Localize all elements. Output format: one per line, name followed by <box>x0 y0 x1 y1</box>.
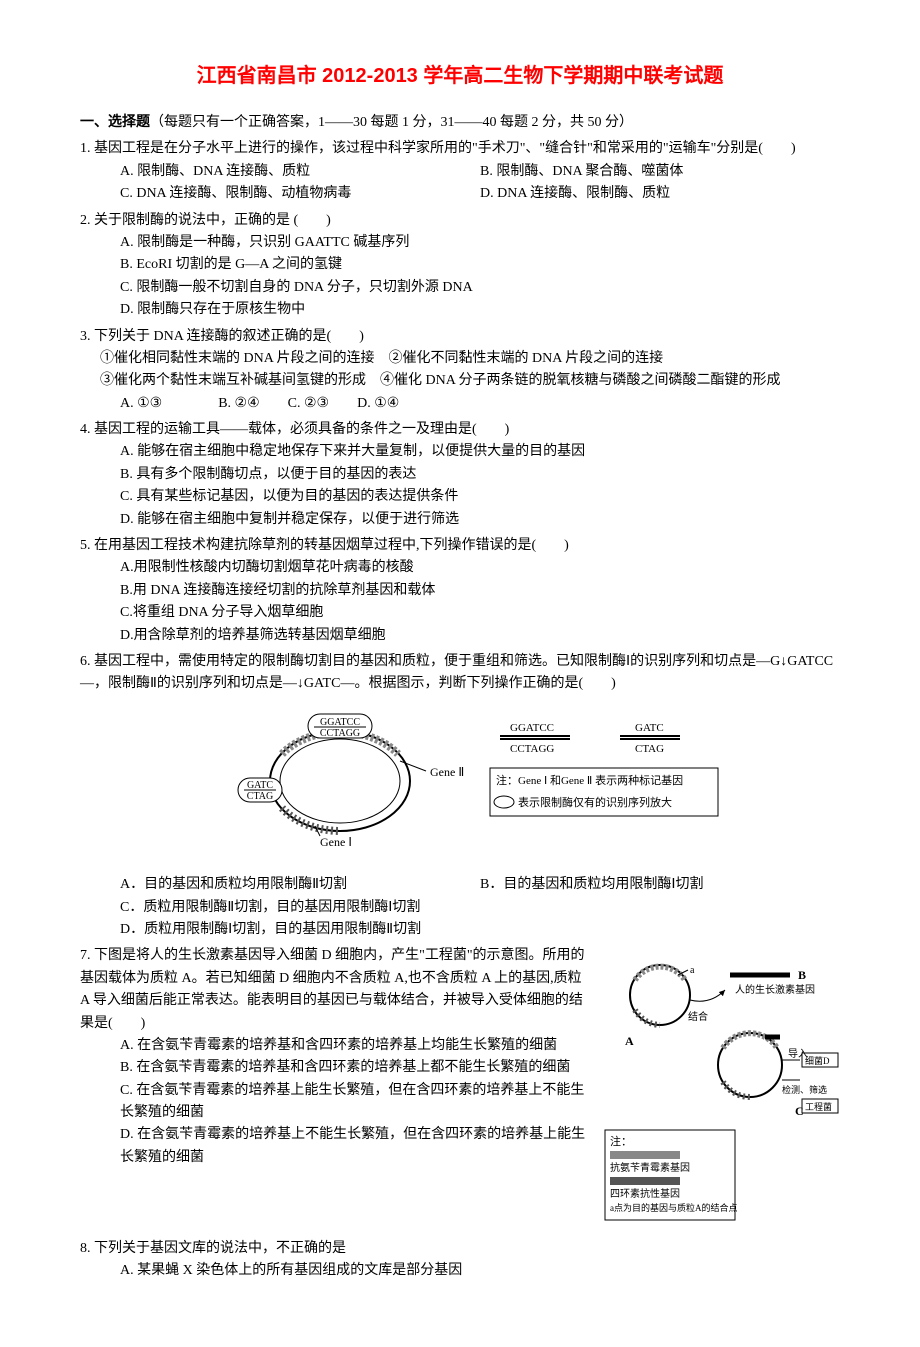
q7-note-header: 注： <box>610 1134 632 1148</box>
q7-check-label: 检测、筛选 <box>782 1084 827 1095</box>
q6-seq-cctagg: CCTAGG <box>320 728 360 739</box>
q7-amp-label: 抗氨苄青霉素基因 <box>610 1161 690 1174</box>
q6-seq-ggatcc: GGATCC <box>320 717 360 728</box>
q4-option-c: C. 具有某些标记基因，以便为目的基因的表达提供条件 <box>120 486 840 508</box>
q5-stem: 5. 在用基因工程技术构建抗除草剂的转基因烟草过程中,下列操作错误的是( ) <box>80 535 840 557</box>
q3-sub1-text: ①催化相同黏性末端的 DNA 片段之间的连接 ②催化不同黏性末端的 DNA 片段… <box>100 351 663 366</box>
q7-label-b: B <box>798 968 806 982</box>
q7-label-a: A <box>625 1034 634 1048</box>
q5-option-b: B.用 DNA 连接酶连接经切割的抗除草剂基因和载体 <box>120 580 840 602</box>
q1-stem: 1. 基因工程是在分子水平上进行的操作，该过程中科学家所用的"手术刀"、"缝合针… <box>80 138 840 160</box>
section-note: （每题只有一个正确答案，1——30 每题 1 分，31——40 每题 2 分，共… <box>150 115 633 130</box>
q7-bacteria-label: 细菌D <box>805 1055 830 1066</box>
q2-option-b: B. EcoRI 切割的是 G—A 之间的氢键 <box>120 254 840 276</box>
q6-stem: 6. 基因工程中，需使用特定的限制酶切割目的基因和质粒，便于重组和筛选。已知限制… <box>80 651 840 696</box>
q1-option-c: C. DNA 连接酶、限制酶、动植物病毒 <box>120 183 480 205</box>
q5-option-a: A.用限制性核酸内切酶切割烟草花叶病毒的核酸 <box>120 557 840 579</box>
q6-note1: 注：Gene Ⅰ 和Gene Ⅱ 表示两种标记基因 <box>496 773 683 787</box>
q6-note2: 表示限制酶仅有的识别序列放大 <box>518 795 672 809</box>
q8-stem: 8. 下列关于基因文库的说法中，不正确的是 <box>80 1238 840 1260</box>
question-7: a A B 人的生长激素基因 结合 C 导入 细菌D 检测、筛选 工程菌 注： <box>80 945 840 1233</box>
q3-options: A. ①③ B. ②④ C. ②③ D. ①④ <box>80 393 840 415</box>
q1-option-b: B. 限制酶、DNA 聚合酶、噬菌体 <box>480 161 840 183</box>
question-3: 3. 下列关于 DNA 连接酶的叙述正确的是( ) ①催化相同黏性末端的 DNA… <box>80 326 840 416</box>
question-1: 1. 基因工程是在分子水平上进行的操作，该过程中科学家所用的"手术刀"、"缝合针… <box>80 138 840 205</box>
q7-tet-label: 四环素抗性基因 <box>610 1187 680 1200</box>
q6-option-d: D．质粒用限制酶Ⅰ切割，目的基因用限制酶Ⅱ切割 <box>120 919 840 941</box>
q2-stem: 2. 关于限制酶的说法中，正确的是 ( ) <box>80 210 840 232</box>
q6-gene2-label: Gene Ⅱ <box>430 765 464 779</box>
q6-option-c: C．质粒用限制酶Ⅱ切割，目的基因用限制酶Ⅰ切割 <box>120 897 840 919</box>
question-6: 6. 基因工程中，需使用特定的限制酶切割目的基因和质粒，便于重组和筛选。已知限制… <box>80 651 840 941</box>
q3-sub2: ③催化两个黏性末端互补碱基间氢键的形成 ④催化 DNA 分子两条链的脱氧核糖与磷… <box>80 370 840 392</box>
q5-option-c: C.将重组 DNA 分子导入烟草细胞 <box>120 602 840 624</box>
plasmid-diagram-icon: GGATCC CCTAGG GATC CTAG Gene Ⅱ Gene Ⅰ GG… <box>200 706 720 856</box>
q2-options: A. 限制酶是一种酶，只识别 GAATTC 碱基序列 B. EcoRI 切割的是… <box>80 232 840 322</box>
q7-apoint-label: a点为目的基因与质粒A的结合点 <box>610 1202 738 1213</box>
q1-option-a: A. 限制酶、DNA 连接酶、质粒 <box>120 161 480 183</box>
engineering-bacteria-diagram-icon: a A B 人的生长激素基因 结合 C 导入 细菌D 检测、筛选 工程菌 注： <box>600 945 840 1225</box>
q5-option-d: D.用含除草剂的培养基筛选转基因烟草细胞 <box>120 625 840 647</box>
q3-sub1: ①催化相同黏性末端的 DNA 片段之间的连接 ②催化不同黏性末端的 DNA 片段… <box>80 348 840 370</box>
q6-figure: GGATCC CCTAGG GATC CTAG Gene Ⅱ Gene Ⅰ GG… <box>80 706 840 864</box>
q3-sub2-text: ③催化两个黏性末端互补碱基间氢键的形成 ④催化 DNA 分子两条链的脱氧核糖与磷… <box>100 373 781 388</box>
q5-options: A.用限制性核酸内切酶切割烟草花叶病毒的核酸 B.用 DNA 连接酶连接经切割的… <box>80 557 840 647</box>
q6-gene1-label: Gene Ⅰ <box>320 835 352 849</box>
q6-option-b: B．目的基因和质粒均用限制酶Ⅰ切割 <box>480 874 840 896</box>
question-8: 8. 下列关于基因文库的说法中，不正确的是 A. 某果蝇 X 染色体上的所有基因… <box>80 1238 840 1283</box>
q1-options: A. 限制酶、DNA 连接酶、质粒 B. 限制酶、DNA 聚合酶、噬菌体 C. … <box>80 161 840 206</box>
q4-option-a: A. 能够在宿主细胞中稳定地保存下来并大量复制，以便提供大量的目的基因 <box>120 441 840 463</box>
q2-option-d: D. 限制酶只存在于原核生物中 <box>120 299 840 321</box>
q3-stem: 3. 下列关于 DNA 连接酶的叙述正确的是( ) <box>80 326 840 348</box>
q3-options-text: A. ①③ B. ②④ C. ②③ D. ①④ <box>120 396 399 411</box>
q6-seq-cctagg-r: CCTAGG <box>510 743 554 755</box>
q4-stem: 4. 基因工程的运输工具——载体，必须具备的条件之一及理由是( ) <box>80 419 840 441</box>
q2-option-c: C. 限制酶一般不切割自身的 DNA 分子，只切割外源 DNA <box>120 277 840 299</box>
section-header-row: 一、选择题（每题只有一个正确答案，1——30 每题 1 分，31——40 每题 … <box>80 112 840 134</box>
section-label: 一、选择题 <box>80 115 150 130</box>
q7-combine-label: 结合 <box>688 1010 708 1023</box>
q7-figure: a A B 人的生长激素基因 结合 C 导入 细菌D 检测、筛选 工程菌 注： <box>600 945 840 1233</box>
q8-option-a: A. 某果蝇 X 染色体上的所有基因组成的文库是部分基因 <box>120 1260 840 1282</box>
q6-option-a: A．目的基因和质粒均用限制酶Ⅱ切割 <box>120 874 480 896</box>
q4-options: A. 能够在宿主细胞中稳定地保存下来并大量复制，以便提供大量的目的基因 B. 具… <box>80 441 840 531</box>
q6-seq-gatc-r: GATC <box>635 722 664 734</box>
q4-option-b: B. 具有多个限制酶切点，以便于目的基因的表达 <box>120 464 840 486</box>
q6-seq-ctag-left: CTAG <box>247 791 273 802</box>
question-4: 4. 基因工程的运输工具——载体，必须具备的条件之一及理由是( ) A. 能够在… <box>80 419 840 531</box>
question-5: 5. 在用基因工程技术构建抗除草剂的转基因烟草过程中,下列操作错误的是( ) A… <box>80 535 840 647</box>
q7-a-pointer: a <box>690 965 695 976</box>
q7-growth-label: 人的生长激素基因 <box>735 983 815 996</box>
q1-option-d: D. DNA 连接酶、限制酶、质粒 <box>480 183 840 205</box>
q4-option-d: D. 能够在宿主细胞中复制并稳定保存，以便于进行筛选 <box>120 509 840 531</box>
q6-seq-gatc-left: GATC <box>247 780 273 791</box>
q6-seq-ggatcc-r: GGATCC <box>510 722 554 734</box>
q8-options: A. 某果蝇 X 染色体上的所有基因组成的文库是部分基因 <box>80 1260 840 1282</box>
page-title: 江西省南昌市 2012-2013 学年高二生物下学期期中联考试题 <box>80 60 840 92</box>
q6-options-row2: C．质粒用限制酶Ⅱ切割，目的基因用限制酶Ⅰ切割 D．质粒用限制酶Ⅰ切割，目的基因… <box>80 897 840 942</box>
q7-eng-label: 工程菌 <box>805 1101 832 1112</box>
q6-options-row1: A．目的基因和质粒均用限制酶Ⅱ切割 B．目的基因和质粒均用限制酶Ⅰ切割 <box>80 874 840 896</box>
q2-option-a: A. 限制酶是一种酶，只识别 GAATTC 碱基序列 <box>120 232 840 254</box>
question-2: 2. 关于限制酶的说法中，正确的是 ( ) A. 限制酶是一种酶，只识别 GAA… <box>80 210 840 322</box>
q6-seq-ctag-r: CTAG <box>635 743 664 755</box>
